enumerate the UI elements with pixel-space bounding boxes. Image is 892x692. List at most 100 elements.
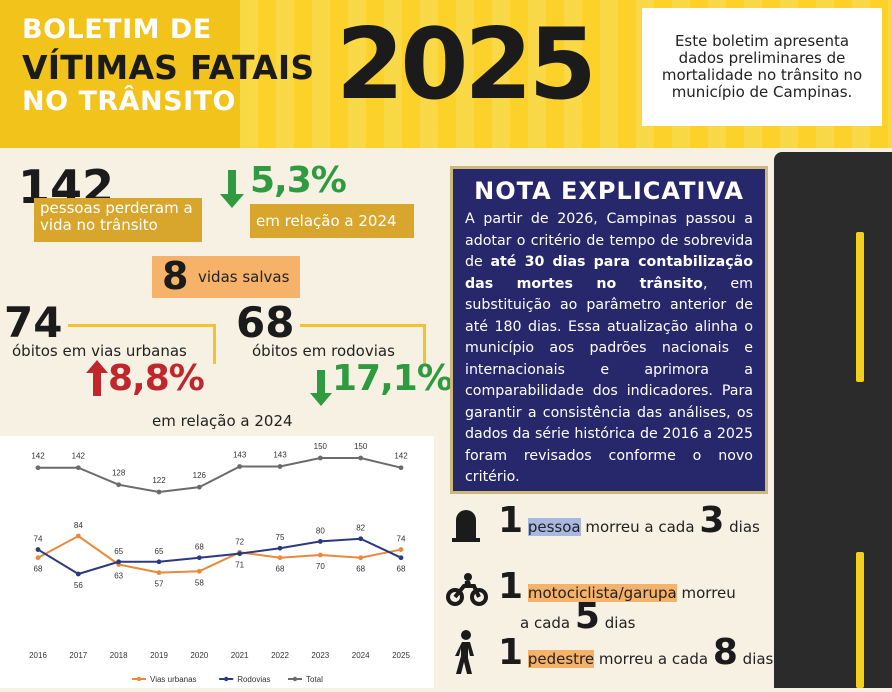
data-point (116, 559, 122, 565)
note-title: NOTA EXPLICATIVA (474, 177, 744, 205)
data-point (35, 547, 41, 552)
title-line-3: NO TRÂNSITO (22, 86, 237, 117)
motorcycle-icon (446, 573, 488, 606)
note-text-2: , em substituição ao parâmetro anterior … (465, 275, 753, 486)
highway-label: óbitos em rodovias (252, 342, 395, 360)
data-point (116, 482, 122, 488)
data-label: 57 (155, 580, 164, 589)
data-label: 63 (114, 572, 123, 581)
line-chart: 68 84 63 57 58 72 68 70 68 74 74 56 65 65 68 71 75 80 82 68… (0, 436, 434, 688)
fact-verb: morreu a cada (598, 650, 709, 668)
data-label: 74 (34, 535, 43, 544)
fact-unit: dias (729, 518, 760, 536)
lives-saved-label: vidas salvas (198, 268, 290, 286)
road-lane-line (856, 552, 864, 688)
data-point (358, 455, 364, 461)
data-point (196, 555, 202, 561)
data-point (75, 571, 81, 577)
data-point (277, 545, 283, 551)
data-label: 68 (356, 565, 365, 574)
arrow-down-icon (220, 170, 244, 208)
data-label: 143 (233, 451, 247, 460)
legend-label: Vias urbanas (150, 675, 197, 684)
arrow-down-icon (310, 370, 332, 406)
fact-days: 3 (699, 500, 725, 541)
description-box: Este boletim apresenta dados preliminare… (642, 8, 882, 126)
x-tick-label: 2017 (69, 651, 87, 660)
data-label: 65 (155, 547, 164, 556)
fact-motociclista-line2: a cada 5 dias (520, 596, 635, 637)
fact-number: 1 (498, 632, 524, 673)
data-point (237, 551, 243, 557)
year-title: 2025 (336, 8, 597, 122)
road-graphic (774, 152, 892, 688)
fact-number: 1 (498, 566, 524, 607)
data-label: 65 (114, 547, 123, 556)
x-tick-label: 2018 (110, 651, 128, 660)
data-label: 84 (74, 521, 83, 530)
data-label: 122 (152, 476, 166, 485)
fact-subject: pessoa (527, 518, 581, 536)
legend-marker (136, 676, 142, 682)
highway-deaths-number: 68 (236, 298, 301, 347)
data-label: 68 (34, 565, 43, 574)
urban-label: óbitos em vias urbanas (12, 342, 187, 360)
fact-pedestre: 1 pedestre morreu a cada 8 dias (498, 632, 773, 673)
lives-saved-number: 8 (162, 254, 189, 298)
data-point (237, 464, 243, 469)
data-point (358, 536, 364, 542)
fact-motociclista: 1 motociclista/garupa morreu (498, 566, 736, 607)
data-point (75, 465, 81, 471)
title-line-1: BOLETIM DE (22, 14, 212, 45)
data-point (398, 555, 404, 561)
road-lane-line (856, 232, 864, 382)
data-point (398, 547, 404, 552)
x-tick-label: 2016 (29, 651, 47, 660)
explanatory-note: NOTA EXPLICATIVA A partir de 2026, Campi… (450, 166, 768, 494)
x-tick-label: 2025 (392, 651, 410, 660)
data-point (358, 555, 364, 561)
total-change-percent: 5,3% (250, 160, 347, 201)
data-label: 56 (74, 581, 83, 590)
data-point (156, 570, 162, 576)
data-point (398, 465, 404, 471)
data-point (317, 552, 323, 558)
x-tick-label: 2024 (352, 651, 370, 660)
data-label: 142 (394, 452, 408, 461)
legend-marker (224, 676, 229, 682)
fact-verb: morreu (681, 584, 736, 602)
data-label: 68 (397, 565, 406, 574)
x-tick-label: 2023 (311, 651, 329, 660)
urban-deaths-number: 74 (4, 298, 69, 347)
data-label: 142 (72, 452, 86, 461)
data-label: 75 (276, 533, 285, 542)
fact-unit: dias (604, 614, 636, 632)
fact-prefix: a cada (520, 614, 571, 632)
data-label: 72 (235, 537, 244, 546)
legend-label: Rodovias (237, 675, 270, 684)
fact-unit: dias (742, 650, 774, 668)
title-line-2: VÍTIMAS FATAIS (22, 48, 315, 87)
legend-label: Total (306, 675, 323, 684)
arrow-up-icon (86, 360, 108, 396)
data-label: 80 (316, 526, 325, 535)
x-tick-label: 2021 (231, 651, 249, 660)
note-text-1: A partir de 2026, Campinas passou a adot… (465, 211, 753, 270)
highway-bracket (240, 324, 426, 364)
data-point (277, 555, 283, 561)
data-label: 150 (354, 442, 368, 451)
lives-saved-box: 8 vidas salvas (152, 254, 300, 298)
fact-pessoa: 1 pessoa morreu a cada 3 dias (498, 500, 760, 541)
compare-label: em relação a 2024 (152, 412, 293, 430)
x-tick-label: 2020 (190, 651, 208, 660)
tombstone-icon (452, 510, 480, 542)
data-label: 68 (195, 543, 204, 552)
data-point (35, 465, 41, 471)
data-point (277, 464, 283, 469)
data-label: 128 (112, 469, 126, 478)
data-point (196, 484, 202, 490)
legend-marker (292, 676, 298, 682)
fact-days: 5 (574, 596, 600, 637)
data-label: 142 (31, 452, 45, 461)
data-point (196, 568, 202, 574)
